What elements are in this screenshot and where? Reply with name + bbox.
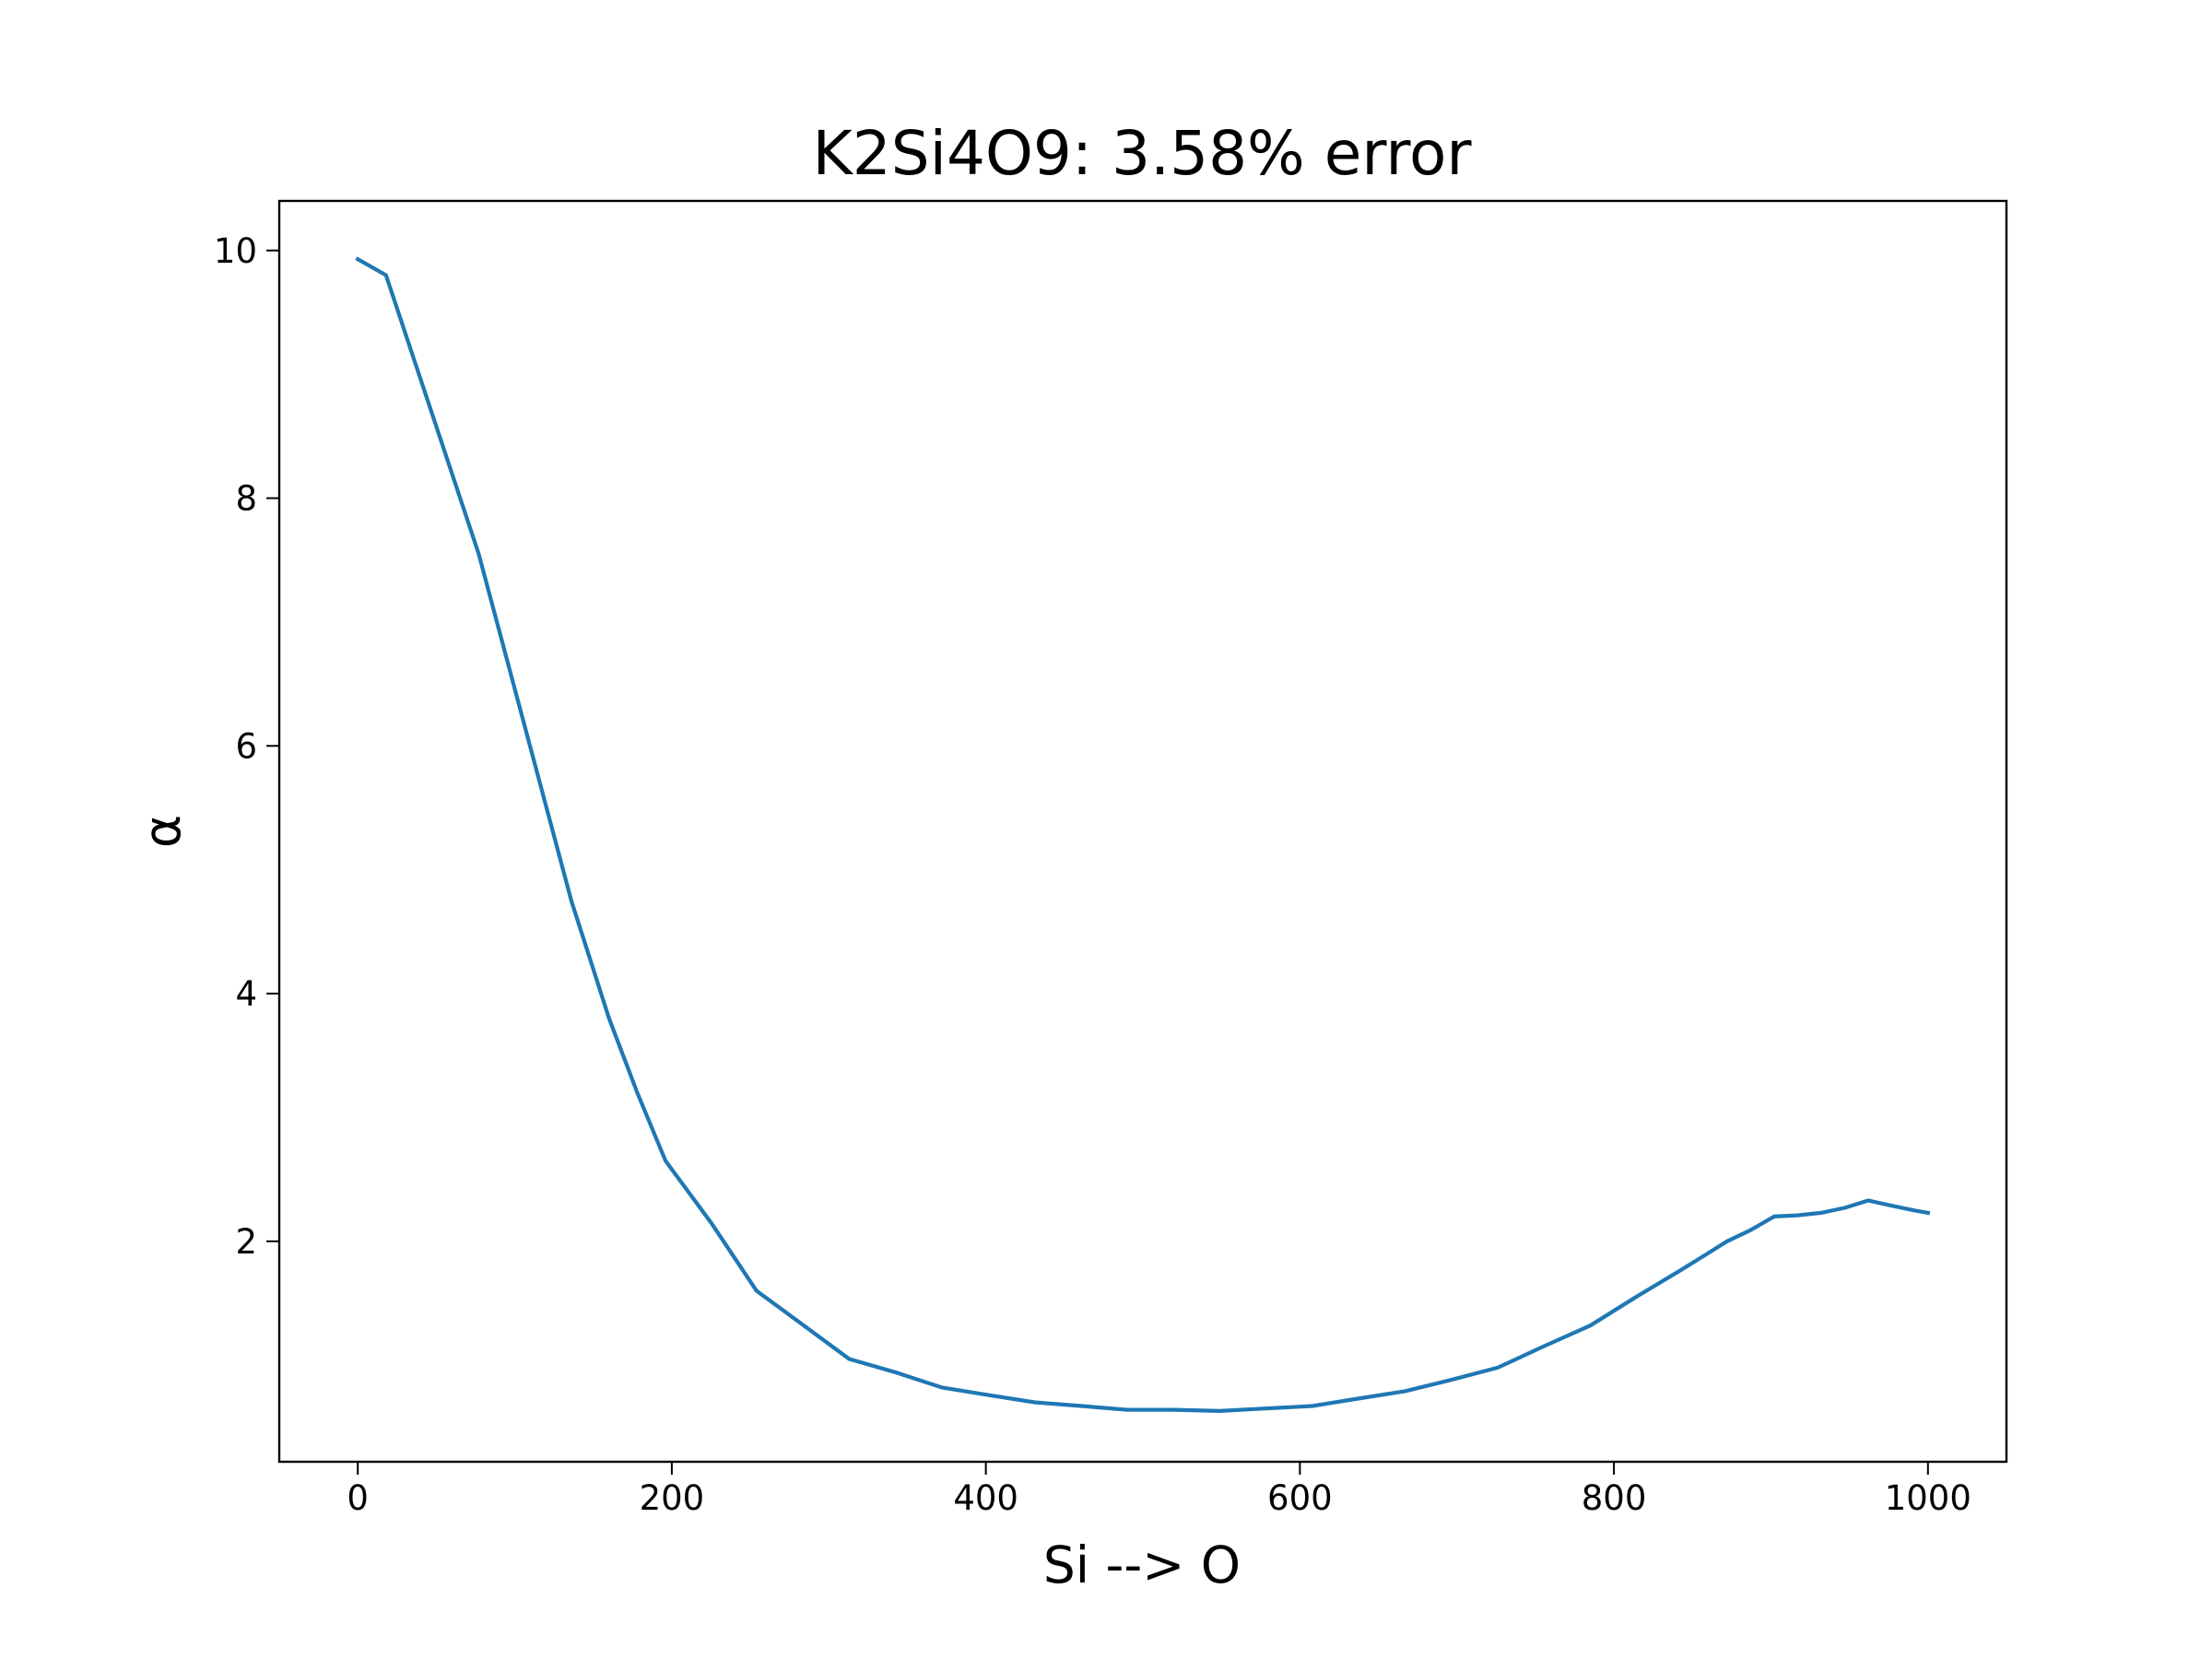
y-axis-ticks: 2 4 6 8 10: [214, 231, 279, 1262]
y-tick-label: 4: [235, 974, 257, 1014]
y-tick-label: 6: [235, 726, 257, 766]
x-axis-ticks: 0 200 400 600 800 1000: [347, 1462, 1971, 1518]
x-axis-title: Si --> O: [1043, 1535, 1241, 1594]
y-axis-title: α: [133, 815, 192, 848]
plot-series: [355, 256, 1931, 1414]
x-tick-label: 1000: [1885, 1478, 1971, 1518]
x-tick-label: 0: [347, 1478, 369, 1518]
plot-frame: [277, 199, 2008, 1464]
x-tick-label: 800: [1582, 1478, 1647, 1518]
x-tick-label: 400: [953, 1478, 1018, 1518]
y-tick-label: 8: [235, 479, 257, 519]
y-tick-label: 10: [214, 231, 257, 271]
x-tick-label: 200: [640, 1478, 705, 1518]
chart-title: K2Si4O9: 3.58% error: [812, 118, 1472, 189]
y-tick-label: 2: [235, 1222, 257, 1262]
series-line: [355, 256, 1931, 1414]
x-tick-label: 600: [1267, 1478, 1333, 1518]
